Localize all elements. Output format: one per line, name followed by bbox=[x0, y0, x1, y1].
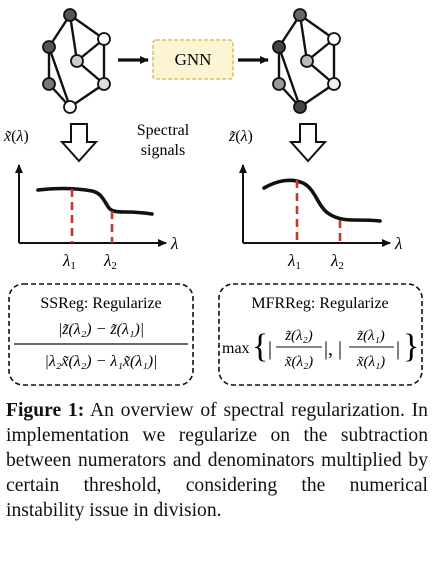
left-spectrum-curve bbox=[36, 186, 154, 216]
ssreg-numerator: |z̃(λ₂) − z̃(λ₁)| bbox=[58, 321, 144, 338]
graph-node bbox=[42, 77, 56, 91]
mfrreg-title: MFRReg: Regularize bbox=[251, 295, 388, 312]
mfrreg-left-brace: { bbox=[252, 328, 268, 365]
graph-node bbox=[70, 54, 84, 68]
gnn-box bbox=[152, 39, 234, 80]
ssreg-title: SSReg: Regularize bbox=[40, 295, 161, 312]
ssreg-box: SSReg: Regularize |z̃(λ₂) − z̃(λ₁)| |λ₂x… bbox=[8, 283, 194, 386]
mfrreg-max: max bbox=[222, 340, 250, 357]
gnn-label: GNN bbox=[175, 50, 212, 69]
graph-node bbox=[293, 8, 307, 22]
spectral-signals-line2: signals bbox=[141, 142, 185, 159]
caption-label: Figure 1: bbox=[6, 400, 85, 421]
mfrreg-bar-end: | bbox=[396, 338, 400, 360]
left-x-label: λ bbox=[170, 234, 178, 253]
left-tick-lambda1: λ1 bbox=[62, 251, 76, 272]
caption-text: An overview of spectral regularization. … bbox=[6, 400, 428, 521]
figure-caption: Figure 1: An overview of spectral regula… bbox=[6, 398, 428, 523]
input-graph-nodes bbox=[42, 8, 111, 114]
mfrreg-sep: |, | bbox=[324, 338, 342, 360]
mfrreg-frac1-den: x̃(λ₂) bbox=[284, 354, 313, 370]
output-graph-nodes bbox=[272, 8, 341, 114]
graph-node bbox=[63, 8, 77, 22]
graph-node bbox=[327, 32, 341, 46]
graph-node bbox=[300, 54, 314, 68]
mfrreg-frac2-den: x̃(λ₁) bbox=[356, 354, 385, 370]
right-ylabel: z̃(λ) bbox=[228, 128, 253, 145]
graph-node bbox=[327, 77, 341, 91]
right-tick-lambda1: λ1 bbox=[287, 251, 301, 272]
spectral-signals-line1: Spectral bbox=[137, 122, 190, 139]
right-spectrum-curve bbox=[262, 178, 382, 223]
down-arrow-right bbox=[288, 123, 328, 163]
graph-node bbox=[42, 40, 56, 54]
right-spectrum-plot: λ λ1 λ2 bbox=[239, 164, 402, 272]
graph-node bbox=[272, 40, 286, 54]
right-x-label: λ bbox=[394, 234, 402, 253]
ssreg-denominator: |λ₂x̃(λ₂) − λ₁x̃(λ₁)| bbox=[44, 353, 157, 370]
overview-diagram: GNN x̃(λ) z̃(λ) Spectral signals λ bbox=[3, 8, 423, 386]
mfrreg-frac1-num: z̃(λ₂) bbox=[284, 328, 313, 344]
graph-node bbox=[293, 100, 307, 114]
left-spectrum-plot: λ λ1 λ2 bbox=[15, 164, 178, 272]
graph-node bbox=[63, 100, 77, 114]
right-tick-lambda2: λ2 bbox=[330, 251, 344, 272]
left-tick-lambda2: λ2 bbox=[103, 251, 117, 272]
graph-node bbox=[272, 77, 286, 91]
mfrreg-right-brace: } bbox=[403, 328, 419, 365]
graph-node bbox=[97, 77, 111, 91]
mfrreg-bar: | bbox=[268, 338, 272, 360]
down-arrow-left bbox=[59, 123, 99, 163]
mfrreg-box: MFRReg: Regularize max { | z̃(λ₂) x̃(λ₂)… bbox=[218, 283, 423, 386]
left-ylabel: x̃(λ) bbox=[3, 128, 29, 145]
graph-node bbox=[97, 32, 111, 46]
mfrreg-frac2-num: z̃(λ₁) bbox=[356, 328, 385, 344]
